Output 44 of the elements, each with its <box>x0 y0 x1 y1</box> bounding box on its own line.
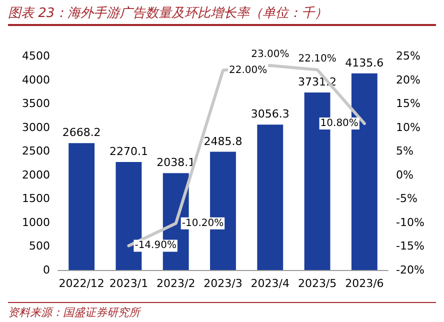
y2-tick-label: -10% <box>396 216 424 229</box>
x-tick-label: 2023/2 <box>156 277 196 290</box>
x-tick-label: 2022/12 <box>58 277 104 290</box>
data-label: 2270.1 <box>109 145 148 158</box>
data-label: -10.20% <box>182 218 224 229</box>
data-label: 3731.2 <box>298 76 337 89</box>
data-label: 22.00% <box>229 64 268 76</box>
bar <box>68 143 95 270</box>
data-label: 3056.3 <box>250 108 290 121</box>
y2-tick-label: 15% <box>396 97 420 110</box>
data-label: 10.80% <box>320 118 358 130</box>
y2-tick-label: -15% <box>396 240 424 253</box>
y-tick-label: 2500 <box>22 144 50 158</box>
x-tick-label: 2023/1 <box>109 277 148 290</box>
y-tick-label: 3000 <box>22 120 50 134</box>
y2-tick-label: -20% <box>396 264 424 276</box>
text: 资料来源：国盛证券研究所 <box>8 302 436 320</box>
y-tick-label: 0 <box>43 264 50 276</box>
y-tick-label: 1000 <box>22 216 50 229</box>
y2-tick-label: 0% <box>396 168 414 182</box>
data-label: 23.00% <box>251 49 290 60</box>
y2-tick-label: 25% <box>396 50 420 62</box>
bar <box>257 124 284 270</box>
x-tick-label: 2023/3 <box>204 277 242 290</box>
y-tick-label: 4000 <box>22 73 50 86</box>
y2-tick-label: 20% <box>396 73 420 86</box>
chart-title: 图表 23：海外手游广告数量及环比增长率（单位：千） <box>8 4 436 26</box>
data-label: 22.10% <box>298 53 336 64</box>
data-label: 2668.2 <box>62 126 101 140</box>
y-tick-label: 4500 <box>22 50 50 62</box>
y2-tick-label: 10% <box>396 120 420 134</box>
data-label: -14.90% <box>134 240 176 252</box>
x-tick-label: 2023/6 <box>345 277 384 290</box>
x-tick-label: 2023/4 <box>250 277 290 290</box>
x-tick-label: 2023/5 <box>298 277 337 290</box>
data-label: 2038.1 <box>156 156 196 170</box>
data-label: 4135.6 <box>345 56 384 70</box>
y2-tick-label: -5% <box>396 192 418 206</box>
data-label: 2485.8 <box>204 134 242 148</box>
y-tick-label: 2000 <box>22 168 50 182</box>
y-tick-label: 500 <box>29 240 50 253</box>
y-tick-label: 1500 <box>22 192 50 206</box>
y2-tick-label: 5% <box>396 144 414 158</box>
y-tick-label: 3500 <box>22 97 50 110</box>
